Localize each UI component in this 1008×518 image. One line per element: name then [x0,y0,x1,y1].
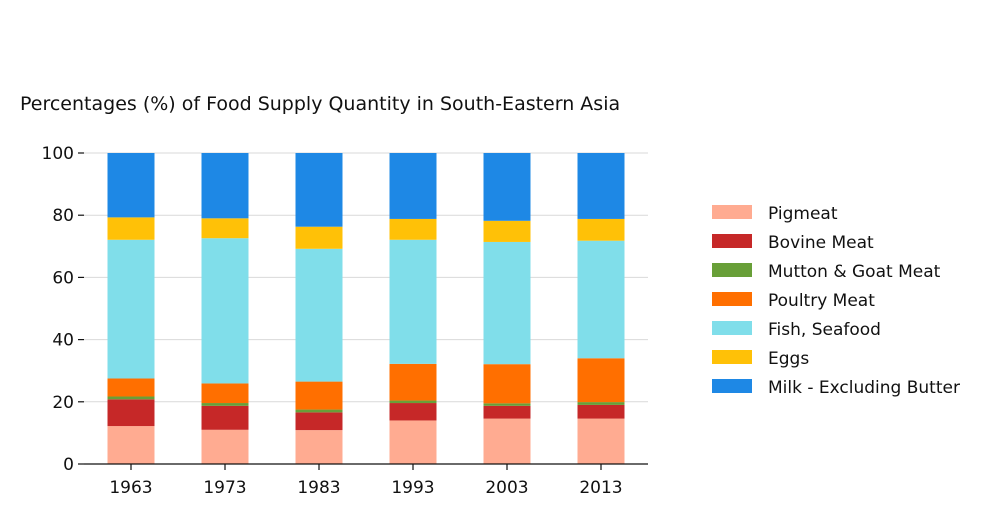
bar-segment [483,220,531,242]
bar-segment [389,239,437,364]
bar-segment [295,409,343,413]
bar-segment [107,239,155,379]
bar-segment [107,426,155,464]
bar-segment [295,430,343,464]
legend-swatch [712,234,752,248]
bar-segment [107,399,155,427]
x-tick-label: 1963 [109,478,152,498]
legend-swatch [712,321,752,335]
bar-segment [201,429,249,464]
legend-label: Mutton & Goat Meat [768,262,941,282]
bar-segment [295,226,343,249]
legend-swatch [712,379,752,393]
bar-segment [577,218,625,241]
legend-label: Pigmeat [768,204,838,224]
bar-segment [483,418,531,464]
axes: 0 20 40 60 80 100 1963 1973 1983 1993 2003 2013 [42,144,648,498]
bar-segment [201,153,249,219]
x-tick-label: 2013 [579,478,622,498]
legend-label: Eggs [768,349,809,369]
bar-segment [107,396,155,400]
bar-segment [107,378,155,397]
bar-segment [295,412,343,431]
x-tick-label: 1983 [297,478,340,498]
bar-segment [577,240,625,359]
bar-segment [107,153,155,218]
legend-swatch [712,292,752,306]
bar-segment [389,403,437,421]
bar-segment [201,405,249,430]
y-tick-label: 60 [52,268,74,288]
bar-segment [483,241,531,365]
bar-segment [577,358,625,403]
y-tick-label: 40 [52,331,74,351]
bar-segment [389,363,437,401]
y-tick-label: 20 [52,393,74,413]
bar-segment [201,383,249,404]
legend-swatch [712,205,752,219]
bar-segment [389,218,437,240]
bar-segment [577,418,625,464]
bar-segment [389,400,437,404]
bar-segment [389,153,437,219]
legend: Pigmeat Bovine Meat Mutton & Goat Meat Poul… [712,204,960,398]
x-tick-label: 1973 [203,478,246,498]
legend-label: Bovine Meat [768,233,874,253]
legend-swatch [712,350,752,364]
grid-lines [84,152,648,403]
bar-segment [201,218,249,239]
bar-segment [295,381,343,410]
bar-segment [201,238,249,384]
bar-segment [577,404,625,419]
legend-label: Poultry Meat [768,291,875,311]
y-tick-label: 80 [52,206,74,226]
bar-segment [483,364,531,404]
legend-label: Milk - Excluding Butter [768,378,960,398]
bar-segment [577,402,625,405]
bar-segment [483,403,531,406]
bar-segment [577,153,625,219]
bar-segment [107,217,155,240]
y-tick-label: 0 [63,455,74,475]
bars [107,153,625,464]
bar-segment [389,420,437,464]
x-tick-label: 2003 [485,478,528,498]
bar-segment [295,248,343,382]
x-tick-label: 1993 [391,478,434,498]
chart-title: Percentages (%) of Food Supply Quantity … [20,93,620,115]
bar-segment [295,153,343,227]
y-tick-label: 100 [42,144,74,164]
legend-swatch [712,263,752,277]
bar-segment [483,405,531,419]
bar-segment [201,403,249,406]
legend-label: Fish, Seafood [768,320,881,340]
bar-segment [483,153,531,221]
